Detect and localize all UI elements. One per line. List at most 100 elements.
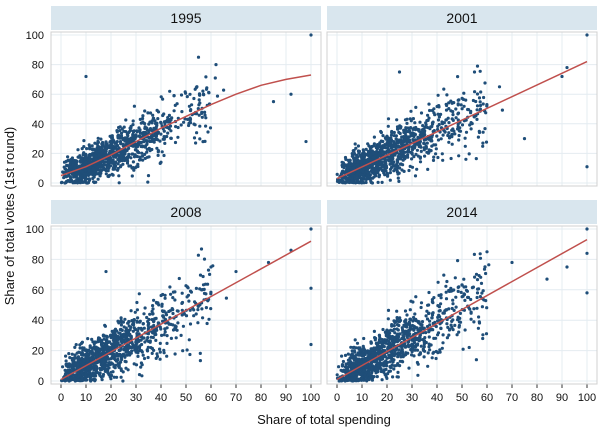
data-point xyxy=(181,349,185,353)
data-point xyxy=(84,378,88,382)
data-point xyxy=(79,351,83,355)
data-point xyxy=(478,252,482,256)
data-point xyxy=(156,117,160,121)
data-point xyxy=(457,133,461,138)
data-point xyxy=(168,89,172,93)
data-point xyxy=(348,176,352,180)
data-point xyxy=(390,165,394,169)
data-point xyxy=(62,160,67,164)
data-point xyxy=(428,108,432,113)
data-point xyxy=(412,146,417,150)
data-point xyxy=(484,140,489,144)
data-point xyxy=(133,143,137,147)
data-point xyxy=(123,359,127,363)
data-point xyxy=(135,145,139,149)
data-point xyxy=(114,354,119,358)
data-point xyxy=(450,117,454,121)
data-point xyxy=(477,315,481,319)
data-point xyxy=(403,344,407,348)
data-point xyxy=(146,111,150,115)
data-point xyxy=(84,155,88,159)
data-point xyxy=(451,110,455,114)
data-point xyxy=(449,289,453,293)
data-point xyxy=(141,114,145,118)
data-point xyxy=(362,175,366,179)
data-point xyxy=(396,127,400,131)
data-point xyxy=(150,309,154,314)
data-point xyxy=(439,326,443,331)
data-point xyxy=(463,136,467,140)
data-point xyxy=(378,141,382,145)
data-point xyxy=(107,357,111,361)
data-point xyxy=(74,178,79,182)
data-point xyxy=(425,119,429,123)
data-point xyxy=(112,375,116,379)
data-point xyxy=(430,125,434,129)
data-point xyxy=(99,171,103,175)
data-point xyxy=(155,352,159,356)
data-point xyxy=(156,130,160,134)
data-point xyxy=(97,147,101,151)
data-point xyxy=(199,247,204,251)
data-point xyxy=(383,143,387,147)
data-point xyxy=(309,342,313,347)
data-point xyxy=(363,153,367,157)
data-point xyxy=(140,350,144,354)
data-point xyxy=(447,327,452,331)
data-point xyxy=(139,158,143,162)
data-point xyxy=(68,179,72,183)
data-point xyxy=(430,298,434,302)
data-point xyxy=(585,291,589,295)
data-point xyxy=(399,154,403,158)
data-point xyxy=(117,181,121,185)
data-point xyxy=(94,356,98,360)
data-point xyxy=(430,316,434,320)
data-point xyxy=(197,98,201,102)
data-point xyxy=(153,333,157,337)
data-point xyxy=(415,148,419,152)
data-point xyxy=(74,361,78,365)
data-point xyxy=(407,321,411,325)
data-point xyxy=(403,309,408,313)
data-point xyxy=(436,304,440,308)
data-point xyxy=(471,98,475,103)
data-point xyxy=(388,341,392,345)
data-point xyxy=(427,345,431,349)
data-point xyxy=(447,121,451,125)
data-point xyxy=(368,364,372,368)
data-point xyxy=(106,164,110,168)
x-tick-label: 20 xyxy=(381,392,393,404)
data-point xyxy=(133,310,137,314)
data-point xyxy=(168,309,172,313)
data-point xyxy=(94,157,98,161)
data-point xyxy=(473,90,477,94)
data-point xyxy=(484,271,488,276)
scatter-points xyxy=(335,227,589,383)
data-point xyxy=(72,158,76,163)
data-point xyxy=(77,172,81,176)
data-point xyxy=(75,351,79,355)
plot-frame xyxy=(50,225,322,385)
data-point xyxy=(446,133,450,138)
data-point xyxy=(435,134,439,138)
data-point xyxy=(99,169,103,173)
data-point xyxy=(462,91,466,95)
data-point xyxy=(148,127,153,131)
data-point xyxy=(88,378,92,382)
y-tick-label: 100 xyxy=(26,30,44,42)
data-point xyxy=(386,308,391,312)
data-point xyxy=(148,111,153,115)
data-point xyxy=(156,321,160,325)
data-point xyxy=(84,352,88,356)
data-point xyxy=(367,354,371,359)
data-point xyxy=(64,175,68,179)
x-tick-label: 10 xyxy=(80,392,92,404)
data-point xyxy=(346,358,350,362)
data-point xyxy=(176,135,180,139)
data-point xyxy=(427,102,431,106)
data-point xyxy=(345,374,349,378)
data-point xyxy=(71,172,75,176)
data-point xyxy=(145,142,149,146)
data-point xyxy=(380,378,384,382)
